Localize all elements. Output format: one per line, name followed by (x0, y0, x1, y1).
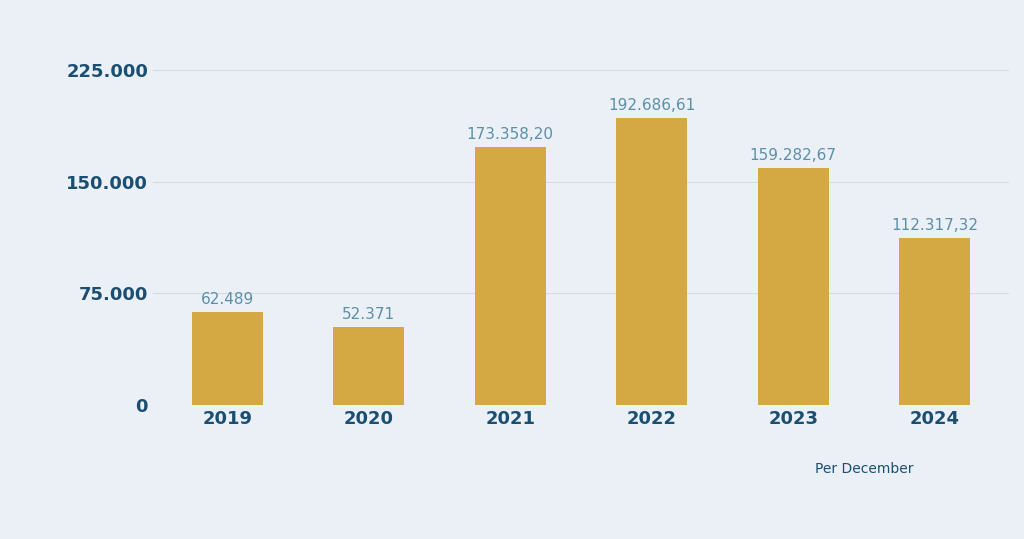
Text: 112.317,32: 112.317,32 (891, 218, 978, 233)
Bar (475, 147, 546, 405)
Bar (334, 327, 404, 405)
Text: 173.358,20: 173.358,20 (467, 127, 554, 142)
Text: 62.489: 62.489 (201, 292, 254, 307)
Text: 52.371: 52.371 (342, 307, 395, 322)
Text: Per December: Per December (815, 461, 913, 475)
Bar (899, 238, 970, 405)
Bar (616, 119, 687, 405)
Bar (191, 312, 262, 405)
Text: 159.282,67: 159.282,67 (750, 148, 837, 163)
Bar (758, 168, 828, 405)
Text: 192.686,61: 192.686,61 (608, 98, 695, 113)
